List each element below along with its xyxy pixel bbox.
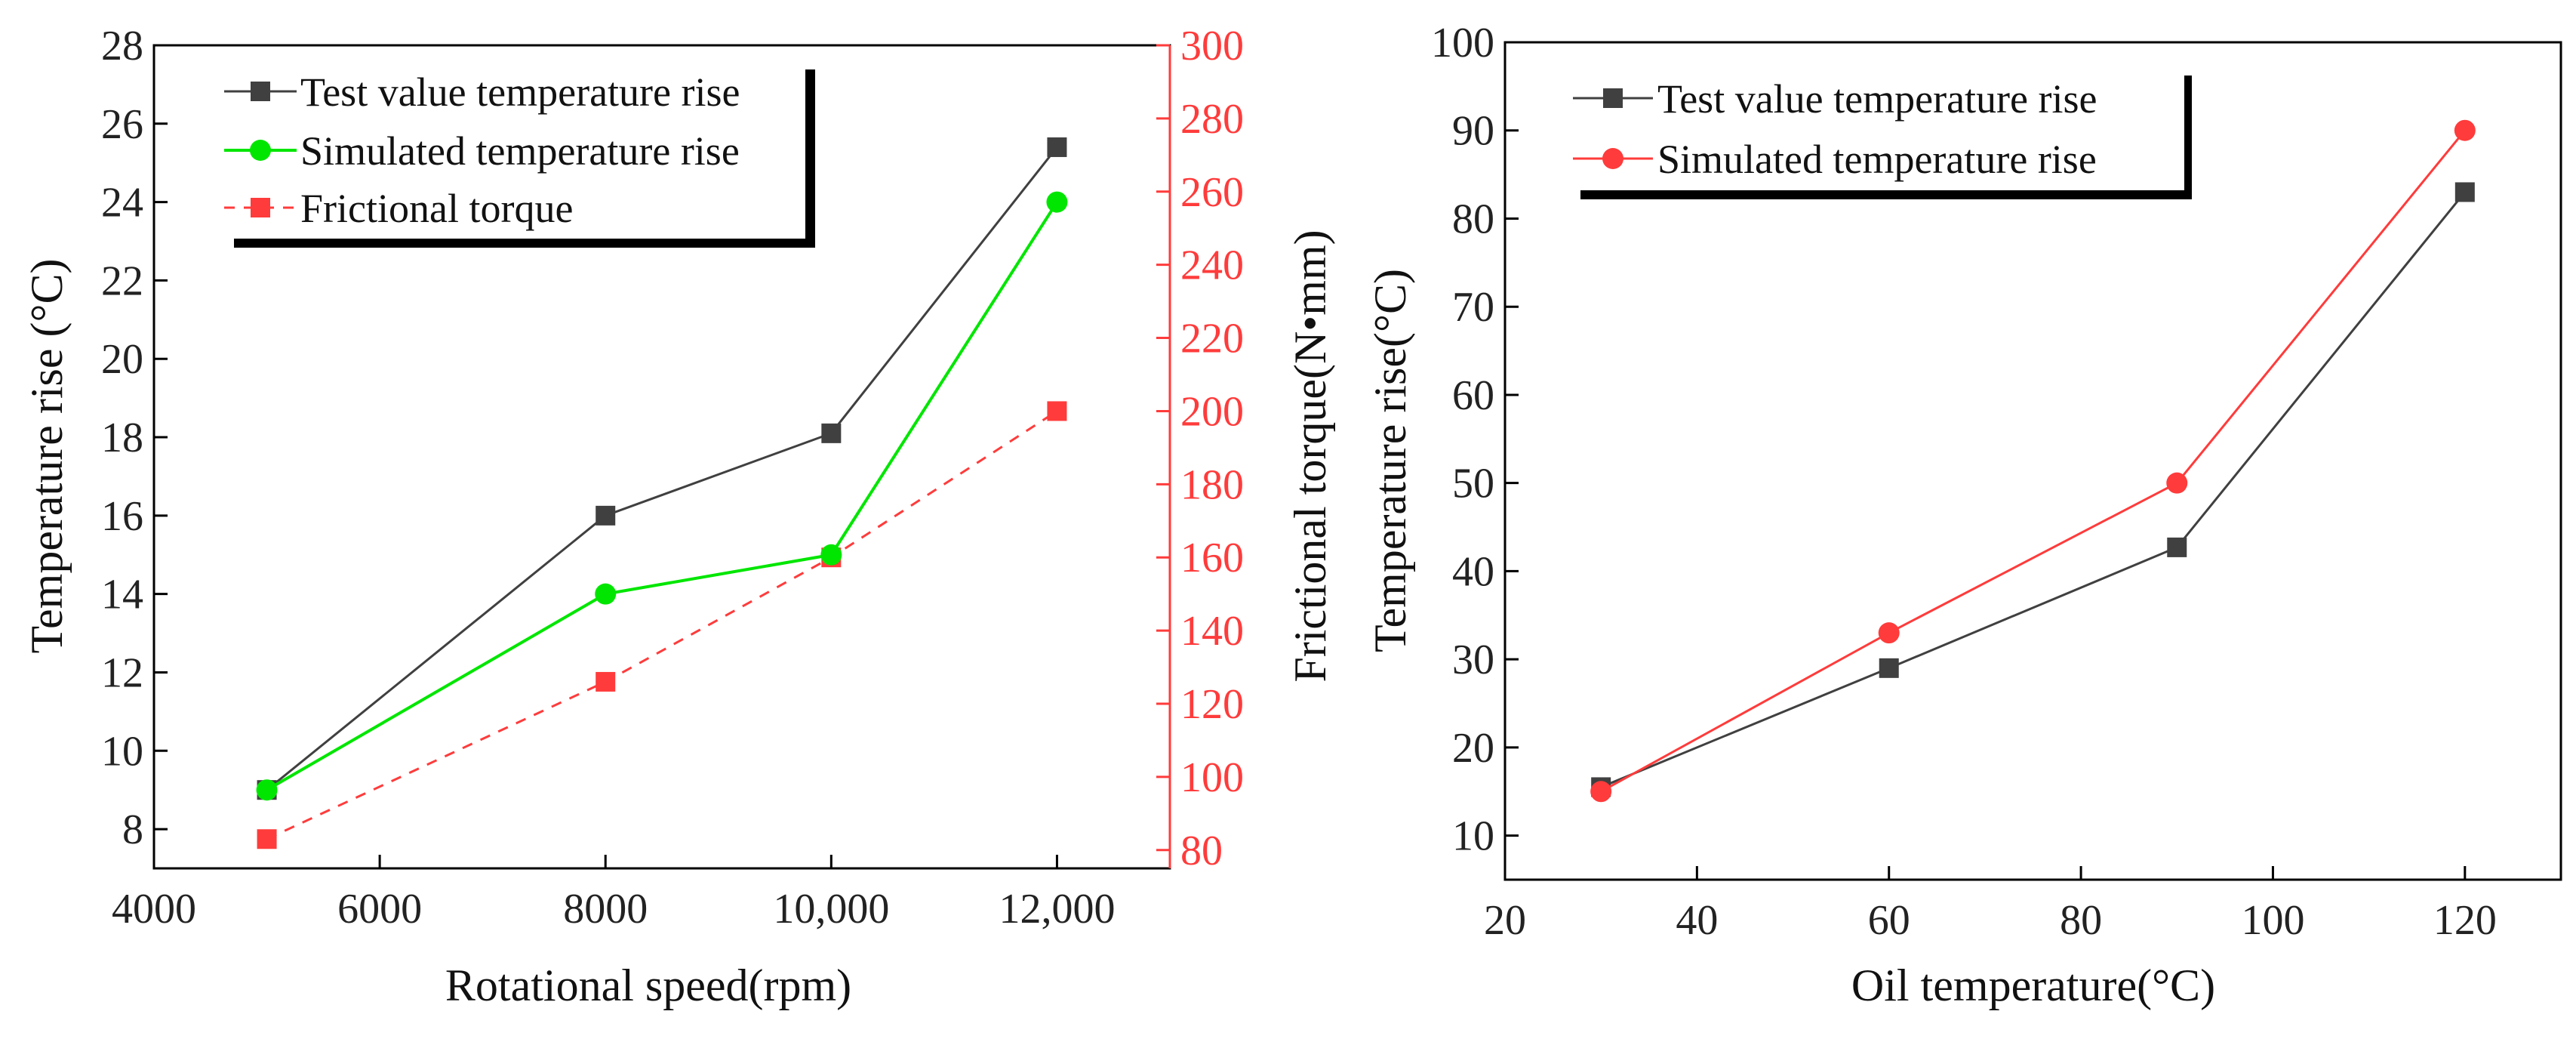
y-axis-right-title: Frictional torque(N•mm) xyxy=(1285,230,1335,682)
y-tick-label: 26 xyxy=(101,101,143,148)
y-tick-label-right: 240 xyxy=(1180,242,1244,289)
legend-marker-sim xyxy=(1602,148,1623,169)
legend-label-test: Test value temperature rise xyxy=(1657,76,2097,122)
legend-box xyxy=(224,60,805,239)
y-tick-label-right: 180 xyxy=(1180,461,1244,508)
plot-area xyxy=(1590,119,2476,803)
legend-box xyxy=(1573,66,2184,190)
data-point xyxy=(2454,182,2475,202)
y-tick-label-right: 280 xyxy=(1180,96,1244,143)
series-line-test xyxy=(266,146,1058,791)
data-point xyxy=(595,583,617,605)
chart-speed: 4000 6000 8000 10,000 12,000 8 10 12 14 16 18 20 22… xyxy=(22,23,1335,1010)
y-tick-label: 20 xyxy=(101,336,143,383)
chart-oil: 20 40 60 80 100 120 10 20 30 40 50 60 70 80 90 100 Tes… xyxy=(1365,20,2562,1010)
data-point xyxy=(1879,658,1899,678)
y-tick-label: 80 xyxy=(1452,196,1494,242)
data-point xyxy=(821,423,842,443)
y-tick-label-right: 260 xyxy=(1180,169,1244,216)
y-tick-label-right: 120 xyxy=(1180,681,1244,728)
legend: Test value temperature rise Simulated te… xyxy=(1573,66,2192,199)
y-axis-right: 80 100 120 140 160 180 200 220 240 260 280 300 xyxy=(1156,23,1244,874)
plot-area xyxy=(256,137,1068,849)
x-tick-label: 12,000 xyxy=(999,886,1115,933)
y-tick-label: 10 xyxy=(101,728,143,775)
data-point xyxy=(256,779,278,801)
y-tick-label: 12 xyxy=(101,649,143,696)
series-line-sim xyxy=(1600,129,2466,793)
y-tick-label: 16 xyxy=(101,493,143,540)
legend-marker-test xyxy=(251,82,270,101)
data-point xyxy=(1878,622,1900,644)
y-axis-left: 8 10 12 14 16 18 20 22 24 26 28 xyxy=(101,23,168,853)
x-axis: 4000 6000 8000 10,000 12,000 xyxy=(112,855,1115,933)
data-point xyxy=(1047,401,1067,421)
y-tick-label: 20 xyxy=(1452,725,1494,772)
y-axis-title: Temperature rise (°C) xyxy=(22,259,72,654)
legend-marker-test xyxy=(1603,88,1623,108)
x-tick-label: 6000 xyxy=(337,886,422,933)
data-point xyxy=(1047,137,1067,157)
y-tick-label: 28 xyxy=(101,23,143,69)
y-tick-label: 22 xyxy=(101,257,143,304)
legend-label-test: Test value temperature rise xyxy=(300,69,740,115)
data-point xyxy=(1046,191,1068,213)
y-tick-label: 10 xyxy=(1452,813,1494,860)
x-tick-label: 60 xyxy=(1868,897,1910,944)
y-tick-label: 30 xyxy=(1452,637,1494,683)
data-point xyxy=(1590,781,1612,803)
x-tick-label: 120 xyxy=(2433,897,2497,944)
y-tick-label-right: 80 xyxy=(1180,828,1223,874)
x-tick-label: 80 xyxy=(2060,897,2102,944)
data-point xyxy=(2454,119,2476,141)
plot-frame xyxy=(1503,41,2562,881)
x-tick-label: 20 xyxy=(1484,897,1526,944)
x-axis-title: Rotational speed(rpm) xyxy=(445,960,851,1010)
y-tick-label: 14 xyxy=(101,572,143,618)
legend-label-torque: Frictional torque xyxy=(300,186,573,231)
y-tick-label: 90 xyxy=(1452,108,1494,155)
y-tick-label: 70 xyxy=(1452,284,1494,331)
data-point xyxy=(257,829,277,849)
y-tick-label: 50 xyxy=(1452,461,1494,507)
x-tick-label: 40 xyxy=(1676,897,1718,944)
legend-marker-torque xyxy=(251,198,270,217)
data-point xyxy=(2166,472,2188,494)
data-point xyxy=(596,671,616,692)
y-tick-label: 8 xyxy=(122,806,143,853)
y-axis-title: Temperature rise(°C) xyxy=(1365,269,1415,652)
data-point xyxy=(820,544,842,566)
data-point xyxy=(596,505,616,526)
y-tick-label-right: 140 xyxy=(1180,608,1244,655)
y-tick-label-right: 300 xyxy=(1180,23,1244,69)
y-axis: 10 20 30 40 50 60 70 80 90 100 xyxy=(1431,20,1519,860)
y-tick-label: 24 xyxy=(101,180,143,227)
legend: Test value temperature rise Simulated te… xyxy=(224,60,815,248)
series-line-torque xyxy=(266,410,1058,840)
data-point xyxy=(2167,537,2187,557)
y-tick-label: 40 xyxy=(1452,548,1494,595)
legend-marker-sim xyxy=(250,140,271,161)
x-axis-title: Oil temperature(°C) xyxy=(1851,960,2215,1010)
x-tick-label: 10,000 xyxy=(773,886,889,933)
x-tick-label: 8000 xyxy=(563,886,648,933)
y-tick-label-right: 100 xyxy=(1180,754,1244,801)
x-tick-label: 100 xyxy=(2241,897,2304,944)
y-tick-label: 60 xyxy=(1452,372,1494,419)
y-tick-label-right: 160 xyxy=(1180,535,1244,581)
legend-label-sim: Simulated temperature rise xyxy=(1657,137,2097,182)
y-tick-label-right: 220 xyxy=(1180,316,1244,362)
series-line-sim xyxy=(266,201,1059,791)
x-axis: 20 40 60 80 100 120 xyxy=(1484,866,2497,944)
legend-label-sim: Simulated temperature rise xyxy=(300,128,740,174)
series-line-test xyxy=(1600,191,2466,788)
y-tick-label-right: 200 xyxy=(1180,388,1244,435)
x-tick-label: 4000 xyxy=(112,886,196,933)
y-tick-label: 100 xyxy=(1431,20,1494,66)
y-tick-label: 18 xyxy=(101,415,143,461)
